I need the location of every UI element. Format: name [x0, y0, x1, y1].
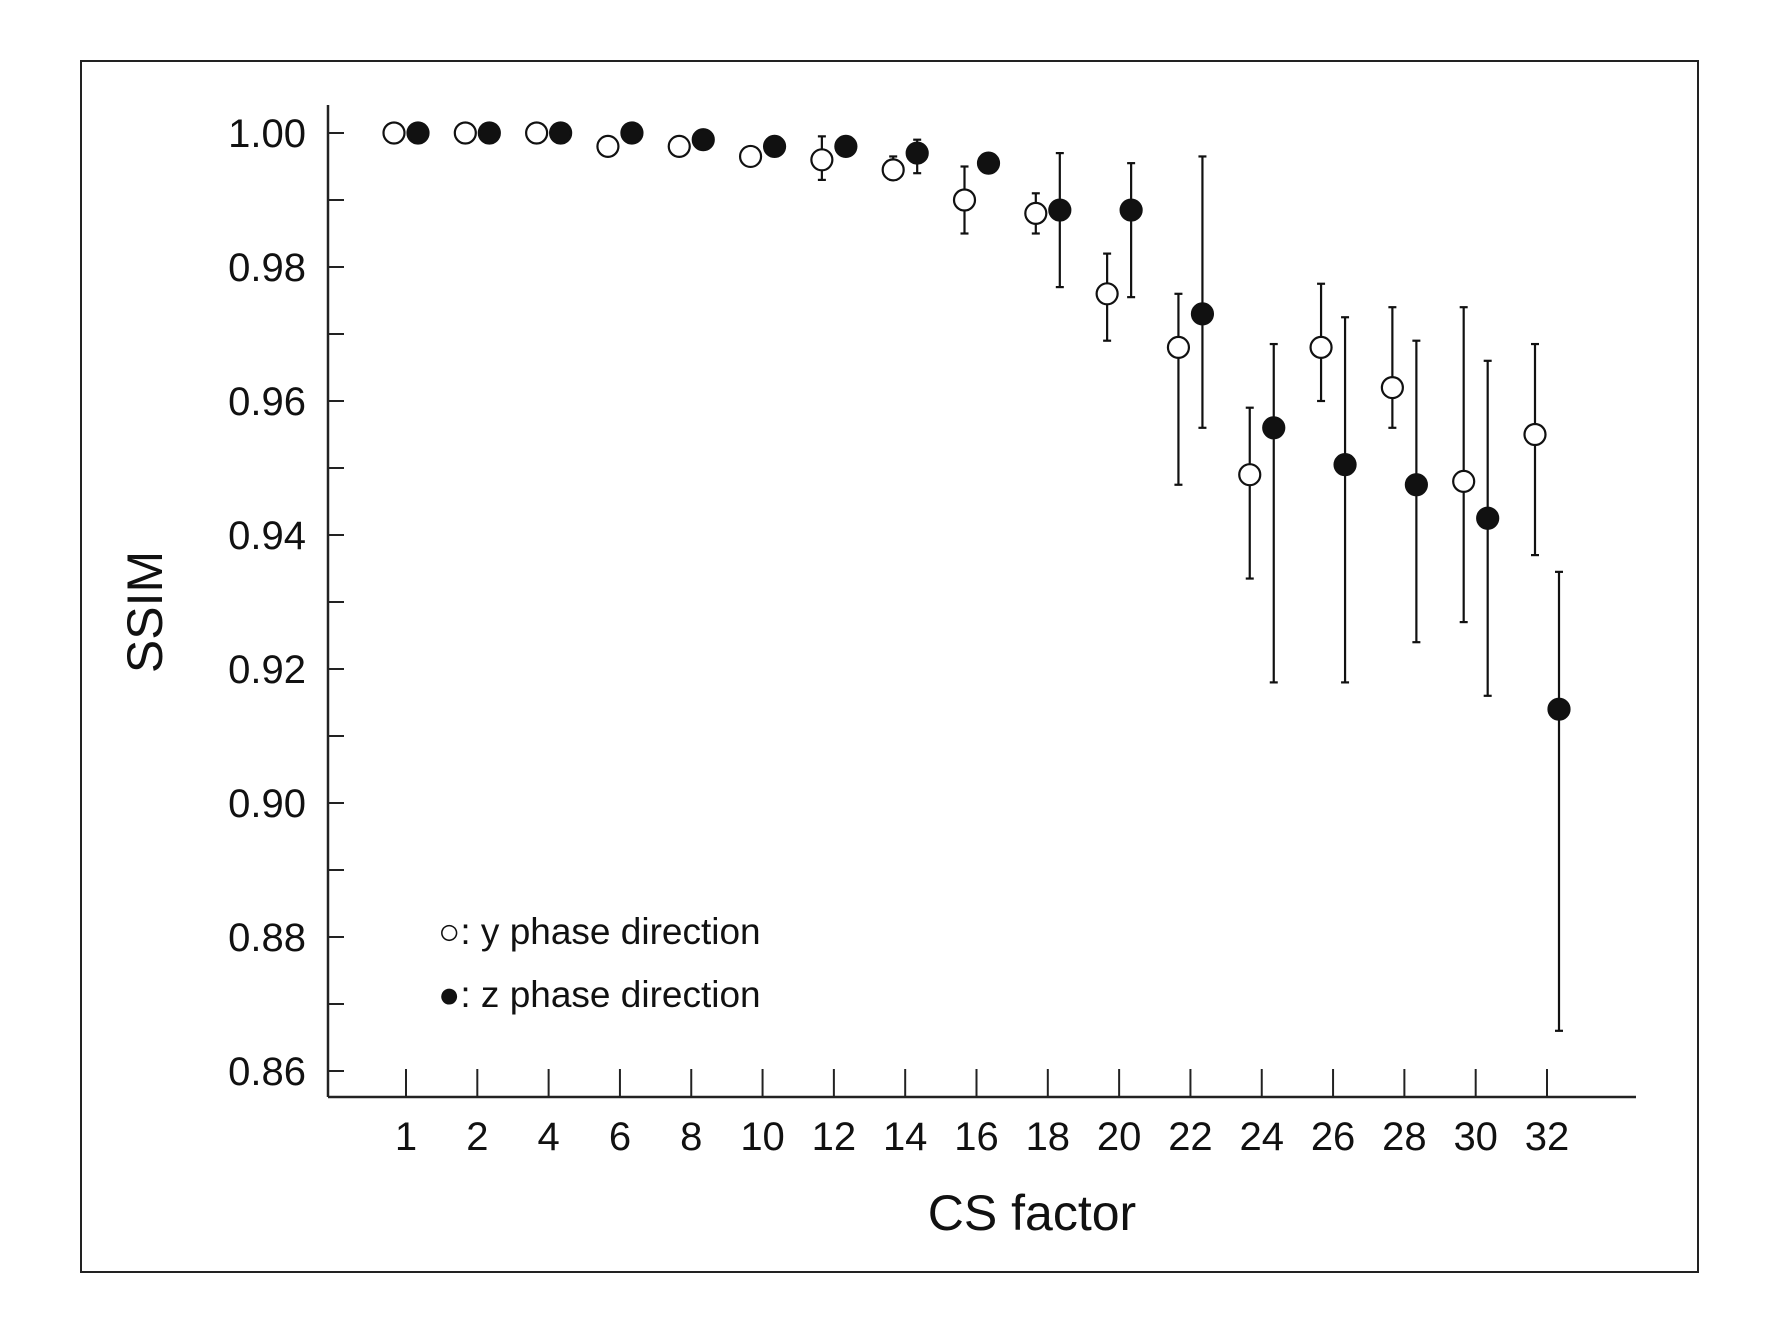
point-z-phase — [549, 121, 573, 145]
point-y-phase — [952, 188, 977, 212]
point-z-phase — [834, 134, 858, 158]
x-tick-label: 16 — [954, 1115, 999, 1159]
point-z-phase — [620, 121, 644, 145]
point-z-phase — [1333, 453, 1357, 477]
x-tick-label: 6 — [609, 1115, 631, 1159]
point-y-phase — [1523, 422, 1547, 447]
point-y-phase — [667, 134, 691, 158]
point-z-phase — [905, 141, 929, 165]
x-tick-label: 14 — [883, 1115, 928, 1159]
point-y-phase — [1166, 335, 1191, 359]
point-y-phase — [881, 158, 905, 182]
legend-item-y-phase: ○: y phase direction — [438, 911, 761, 952]
error-bars — [770, 135, 1563, 1032]
point-z-phase — [1547, 697, 1571, 721]
legend: ○: y phase direction ●: z phase directio… — [438, 911, 761, 1015]
y-axis-title: SSIM — [117, 551, 173, 673]
x-tick-label: 12 — [812, 1115, 857, 1159]
x-tick-label: 10 — [740, 1115, 785, 1159]
point-y-phase — [810, 148, 834, 172]
y-tick-label: 0.88 — [228, 916, 306, 960]
x-tick-label: 22 — [1168, 1115, 1213, 1159]
point-z-phase — [976, 151, 1001, 175]
point-z-phase — [762, 134, 787, 158]
point-y-phase — [1380, 376, 1404, 400]
point-y-phase — [1238, 463, 1262, 487]
point-z-phase — [406, 121, 430, 145]
y-tick-label: 0.90 — [228, 782, 306, 826]
point-z-phase — [1119, 198, 1143, 222]
point-z-phase — [1404, 473, 1428, 497]
x-tick-label: 24 — [1240, 1115, 1285, 1159]
point-y-phase — [453, 121, 477, 145]
point-z-phase — [691, 128, 715, 152]
data-points — [382, 121, 1571, 721]
point-y-phase — [525, 121, 549, 145]
point-y-phase — [1095, 282, 1119, 306]
point-z-phase — [477, 121, 501, 145]
y-tick-label: 1.00 — [228, 112, 306, 156]
point-z-phase — [1476, 506, 1500, 530]
x-tick-label: 2 — [466, 1115, 488, 1159]
point-z-phase — [1048, 198, 1072, 222]
figure-frame — [80, 60, 1699, 1273]
y-tick-label: 0.94 — [228, 514, 306, 558]
y-tick-label: 0.92 — [228, 648, 306, 692]
x-tick-label: 20 — [1097, 1115, 1142, 1159]
point-y-phase — [596, 134, 620, 158]
point-y-phase — [1452, 469, 1476, 493]
x-tick-label: 32 — [1525, 1115, 1570, 1159]
point-z-phase — [1262, 416, 1286, 440]
y-tick-label: 0.98 — [228, 246, 306, 290]
x-tick-label: 18 — [1026, 1115, 1071, 1159]
point-y-phase — [1024, 201, 1048, 225]
point-y-phase — [382, 121, 406, 145]
y-ticks: 0.86 0.88 0.90 0.92 0.94 0.96 0.98 1.00 — [228, 112, 344, 1094]
y-tick-label: 0.96 — [228, 380, 306, 424]
legend-item-z-phase: ●: z phase direction — [438, 974, 761, 1015]
x-tick-label: 28 — [1382, 1115, 1427, 1159]
x-ticks: 1 2 4 6 8 10 12 14 16 18 20 22 24 26 28 30 32 — [395, 1069, 1569, 1159]
x-tick-label: 8 — [680, 1115, 702, 1159]
x-tick-label: 4 — [538, 1115, 560, 1159]
x-axis-title: CS factor — [928, 1185, 1136, 1241]
x-tick-label: 26 — [1311, 1115, 1356, 1159]
point-y-phase — [738, 144, 763, 169]
point-z-phase — [1190, 302, 1215, 326]
x-tick-label: 30 — [1453, 1115, 1498, 1159]
y-tick-label: 0.86 — [228, 1050, 306, 1094]
point-y-phase — [1309, 335, 1333, 359]
x-tick-label: 1 — [395, 1115, 417, 1159]
